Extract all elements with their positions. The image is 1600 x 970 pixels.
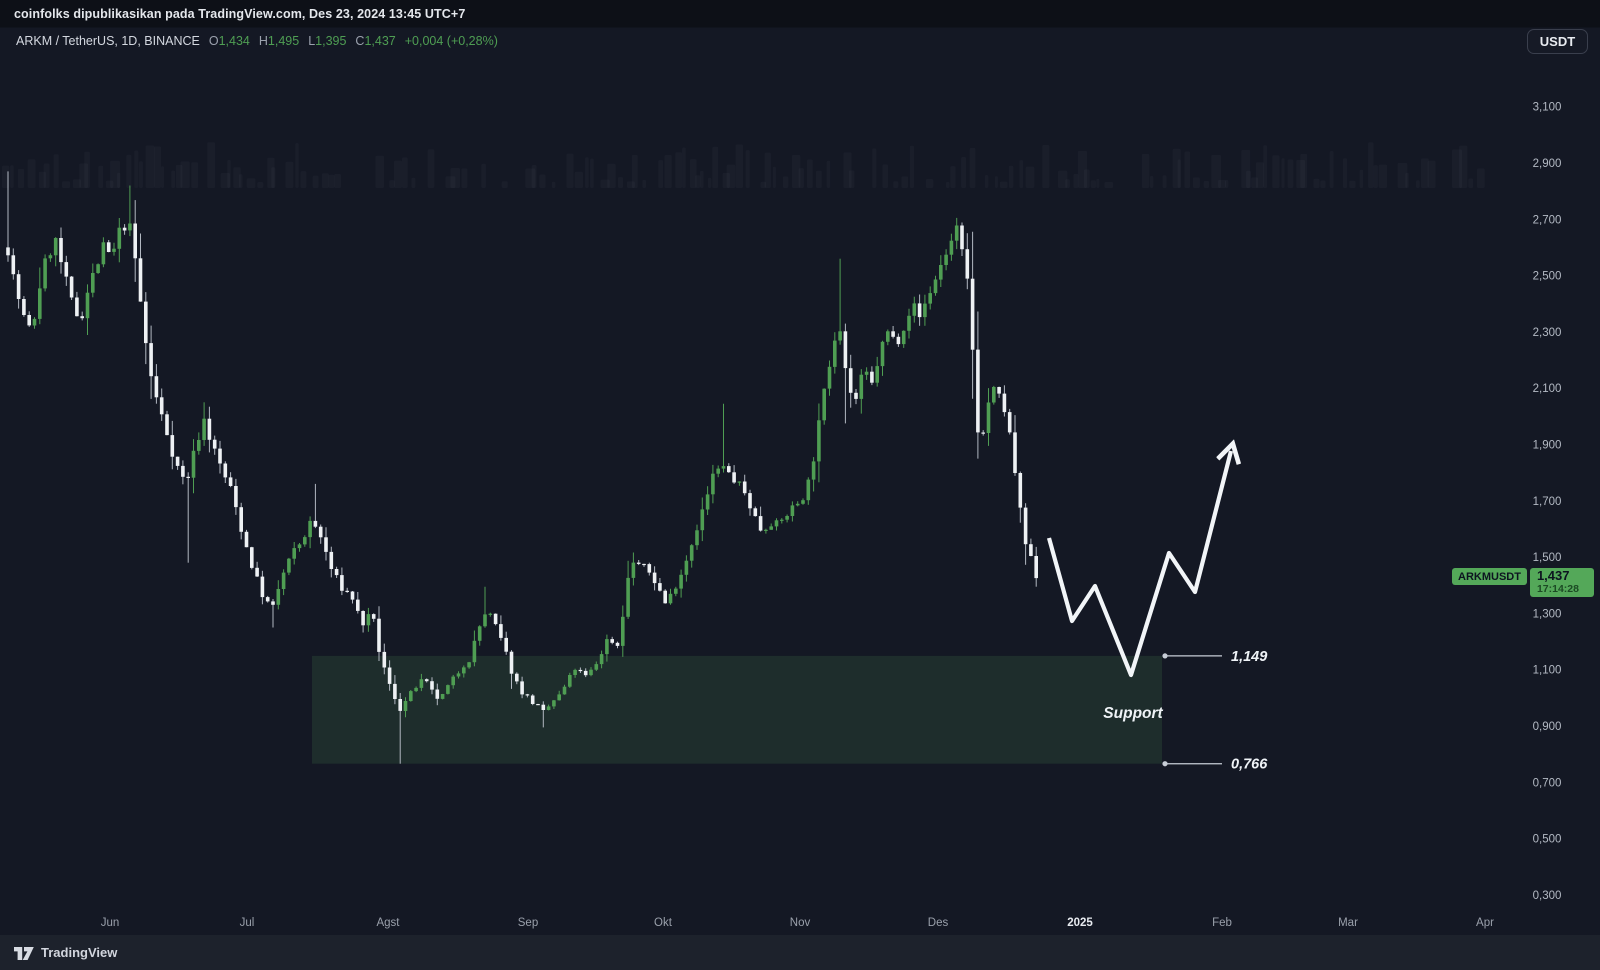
ohlc-values: O1,434 H1,495 L1,395 C1,437 xyxy=(200,34,396,48)
price-tick-label: 3,100 xyxy=(1533,102,1562,114)
support-zone-drawing[interactable]: 1,149 0,766 Support xyxy=(312,649,1268,773)
time-tick-label: Apr xyxy=(1476,917,1494,929)
currency-toggle-button[interactable]: USDT xyxy=(1527,29,1588,54)
currency-toggle-label: USDT xyxy=(1539,34,1576,49)
last-price-box: 1,437 17:14:28 xyxy=(1529,568,1594,598)
zone-bottom-price-label: 0,766 xyxy=(1231,757,1268,773)
price-tick-label: 1,900 xyxy=(1533,440,1562,452)
ohlc-label: C xyxy=(355,34,365,48)
candles xyxy=(6,171,1038,764)
projection-arrow-drawing[interactable] xyxy=(1046,451,1231,678)
ohlc-value: 1,434 xyxy=(218,34,250,48)
time-axis[interactable]: Jun Jul Agst Sep Okt Nov Des 2025 Feb Mar Apr xyxy=(101,917,1494,929)
time-tick-label: Des xyxy=(928,917,949,929)
time-tick-label: Sep xyxy=(518,917,538,929)
price-tick-label: 1,700 xyxy=(1533,496,1562,508)
watermark-band xyxy=(2,142,1485,188)
price-tick-label: 1,100 xyxy=(1533,665,1562,677)
time-tick-label: Mar xyxy=(1338,917,1358,929)
price-tick-label: 2,500 xyxy=(1533,271,1562,283)
price-tick-label: 2,900 xyxy=(1533,158,1562,170)
ohlc-label: H xyxy=(258,34,268,48)
time-tick-label: Okt xyxy=(654,917,673,929)
ohlc-value: 1,395 xyxy=(315,34,347,48)
time-tick-label: 2025 xyxy=(1067,917,1093,929)
ohlc-value: 1,437 xyxy=(364,34,396,48)
time-tick-label: Feb xyxy=(1212,917,1232,929)
zone-top-handle-dot[interactable] xyxy=(1162,653,1168,659)
bar-countdown: 17:14:28 xyxy=(1536,583,1579,596)
ohlc-label: O xyxy=(208,34,219,48)
ohlc-value: 1,495 xyxy=(267,34,300,48)
price-tick-label: 0,300 xyxy=(1533,890,1562,902)
tradingview-logo-icon xyxy=(14,947,34,960)
zone-bottom-handle-dot[interactable] xyxy=(1162,761,1168,767)
price-tick-label: 2,100 xyxy=(1533,383,1562,395)
price-tick-label: 0,700 xyxy=(1533,777,1562,789)
price-tick-label: 1,500 xyxy=(1533,552,1562,564)
time-tick-label: Nov xyxy=(790,917,811,929)
time-tick-label: Jul xyxy=(240,917,255,929)
tradingview-logo[interactable]: TradingView xyxy=(13,944,117,961)
price-axis[interactable]: 3,100 2,900 2,700 2,500 2,300 2,100 1,900 1,700… xyxy=(1533,102,1562,902)
publish-title-bar: coinfolks dipublikasikan pada TradingVie… xyxy=(0,0,1600,28)
support-zone-label: Support xyxy=(1103,705,1163,722)
price-tick-label: 0,500 xyxy=(1533,834,1562,846)
publish-title: coinfolks dipublikasikan pada TradingVie… xyxy=(14,6,466,21)
time-tick-label: Jun xyxy=(101,917,120,929)
footer-bar: TradingView xyxy=(0,935,1600,970)
price-tick-label: 2,300 xyxy=(1533,327,1562,339)
zone-top-price-label: 1,149 xyxy=(1231,649,1267,665)
last-price-tag[interactable]: ARKMUSDT 1,437 17:14:28 xyxy=(1452,568,1594,598)
price-tick-label: 2,700 xyxy=(1533,214,1562,226)
time-tick-label: Agst xyxy=(376,917,400,929)
tradingview-brand-text: TradingView xyxy=(41,945,118,960)
ohlc-label: L xyxy=(308,34,316,48)
support-zone-rect[interactable] xyxy=(312,655,1162,764)
price-tick-label: 1,300 xyxy=(1533,608,1562,620)
symbol-info-row[interactable]: ARKM / TetherUS, 1D, BINANCE O1,434 H1,49… xyxy=(16,33,498,49)
change-value: +0,004 (+0,28%) xyxy=(404,34,498,48)
last-price-value: 1,437 xyxy=(1536,568,1570,584)
last-price-symbol-pill: ARKMUSDT xyxy=(1452,568,1527,586)
symbol-description[interactable]: ARKM / TetherUS, 1D, BINANCE xyxy=(16,34,200,48)
price-tick-label: 0,900 xyxy=(1533,721,1562,733)
